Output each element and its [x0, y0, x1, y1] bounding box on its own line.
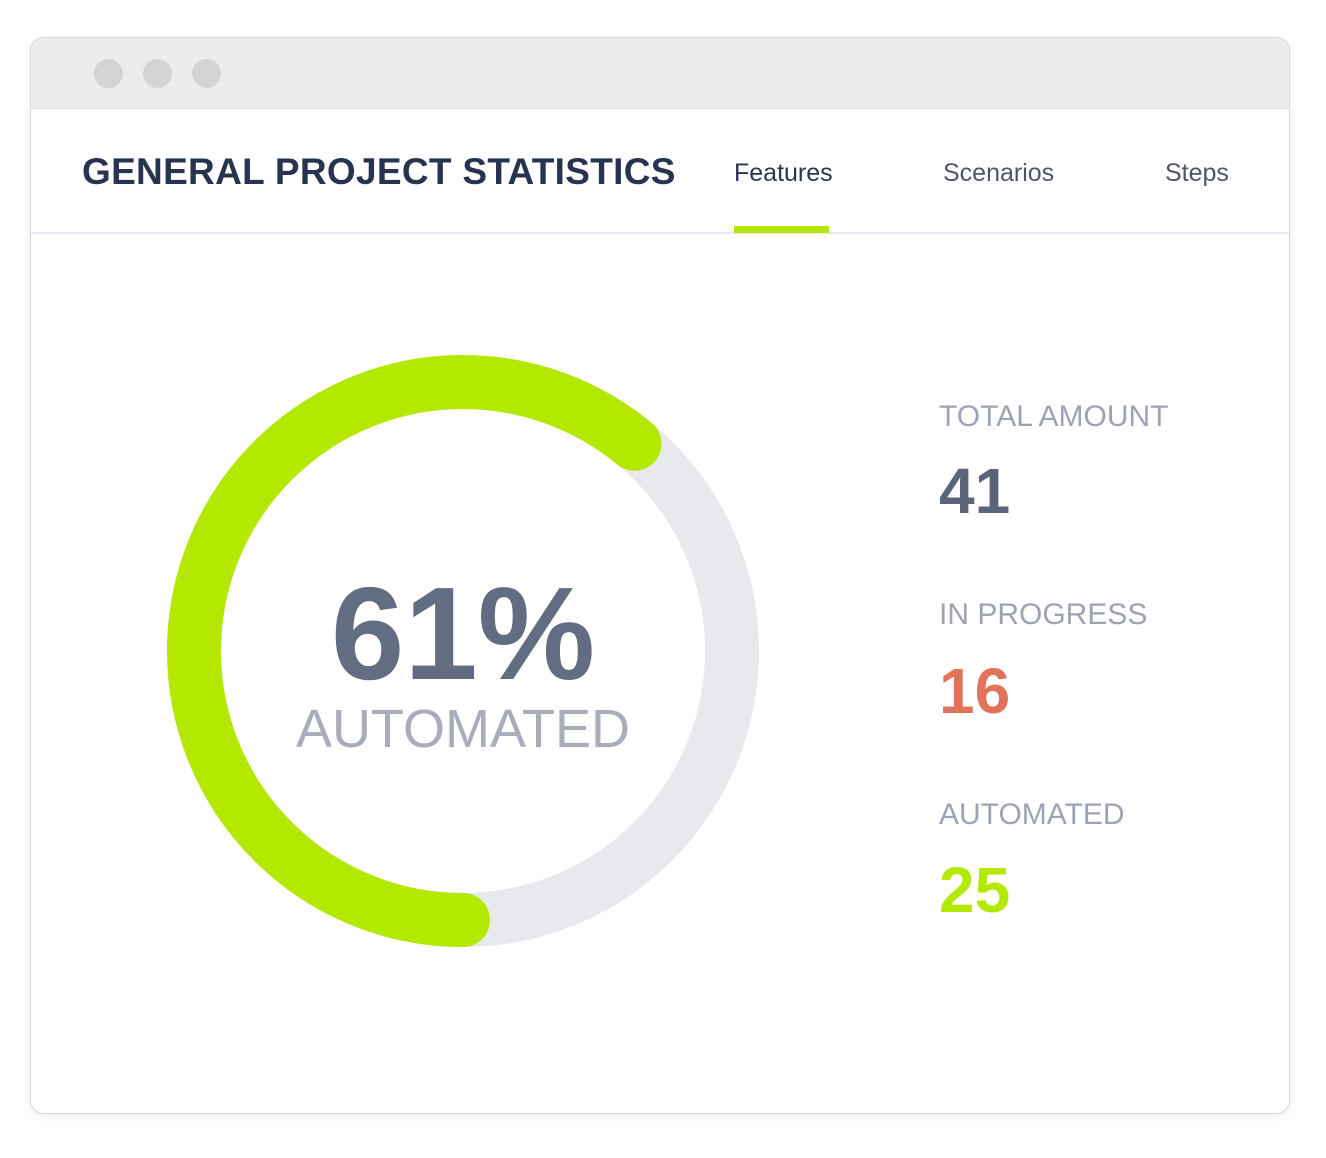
- total-amount-value: 41: [939, 455, 1011, 527]
- window-minimize-dot[interactable]: [143, 59, 172, 88]
- window-titlebar: [31, 38, 1289, 109]
- automated-percent-label: AUTOMATED: [295, 699, 631, 759]
- tab-features[interactable]: Features: [734, 159, 833, 187]
- window-close-dot[interactable]: [94, 59, 123, 88]
- page-title: GENERAL PROJECT STATISTICS: [82, 151, 676, 192]
- donut-progress-arc: [167, 355, 759, 947]
- window-maximize-dot[interactable]: [192, 59, 221, 88]
- stats-header: GENERAL PROJECT STATISTICS Features Scen…: [31, 109, 1289, 234]
- browser-window: GENERAL PROJECT STATISTICS Features Scen…: [30, 37, 1290, 1114]
- tab-steps[interactable]: Steps: [1165, 159, 1229, 187]
- in-progress-value: 16: [939, 655, 1011, 727]
- automated-value: 25: [939, 854, 1011, 926]
- automated-label: AUTOMATED: [939, 798, 1125, 831]
- active-tab-indicator: [734, 226, 829, 233]
- total-amount-label: TOTAL AMOUNT: [939, 400, 1169, 433]
- automation-donut-chart: [167, 355, 759, 947]
- automated-percent: 61%: [330, 560, 596, 707]
- in-progress-label: IN PROGRESS: [939, 598, 1148, 631]
- tab-scenarios[interactable]: Scenarios: [943, 159, 1055, 187]
